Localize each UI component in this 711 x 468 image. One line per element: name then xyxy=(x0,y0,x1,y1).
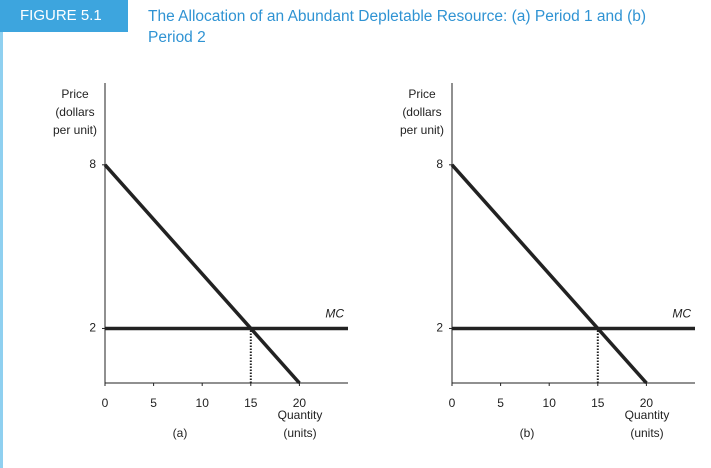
left-rule xyxy=(0,32,3,468)
x-axis-label: (units) xyxy=(283,426,316,440)
y-tick-label: 8 xyxy=(89,157,96,171)
figure-label: FIGURE 5.1 xyxy=(0,0,128,32)
x-tick-label: 0 xyxy=(449,396,456,410)
x-tick-label: 10 xyxy=(543,396,557,410)
demand-line xyxy=(103,163,301,385)
panel-caption: (b) xyxy=(520,426,535,440)
y-axis-label: per unit) xyxy=(400,123,444,137)
y-axis-label: per unit) xyxy=(53,123,97,137)
y-axis-label: (dollars xyxy=(55,105,94,119)
y-tick-label: 2 xyxy=(89,321,96,335)
series-label: MC xyxy=(672,307,691,321)
x-tick-label: 20 xyxy=(293,396,307,410)
series-label: MC xyxy=(325,307,344,321)
y-tick-label: 8 xyxy=(436,157,443,171)
x-tick-label: 15 xyxy=(244,396,258,410)
y-axis-label: Price xyxy=(61,87,89,101)
demand-line xyxy=(450,163,648,385)
y-axis-label: Price xyxy=(408,87,436,101)
x-tick-label: 5 xyxy=(150,396,157,410)
panel-caption: (a) xyxy=(173,426,188,440)
x-tick-label: 15 xyxy=(591,396,605,410)
y-tick-label: 2 xyxy=(436,321,443,335)
figure-title: The Allocation of an Abundant Depletable… xyxy=(148,8,647,46)
x-tick-label: 5 xyxy=(497,396,504,410)
x-axis-label: (units) xyxy=(630,426,663,440)
x-tick-label: 20 xyxy=(640,396,654,410)
y-axis-label: (dollars xyxy=(402,105,441,119)
x-tick-label: 10 xyxy=(196,396,210,410)
x-axis-label: Quantity xyxy=(278,408,323,422)
x-axis-label: Quantity xyxy=(625,408,670,422)
x-tick-label: 0 xyxy=(102,396,109,410)
